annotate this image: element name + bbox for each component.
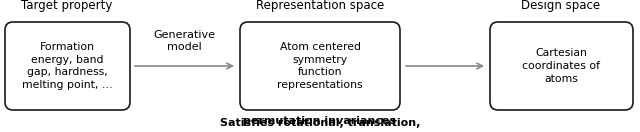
FancyBboxPatch shape	[240, 22, 400, 110]
Text: Target property: Target property	[21, 0, 113, 12]
Text: Representation space: Representation space	[256, 0, 384, 12]
Text: Satisfies rotational, translation,: Satisfies rotational, translation,	[220, 118, 420, 128]
Text: Atom centered
symmetry
function
representations: Atom centered symmetry function represen…	[277, 42, 363, 90]
Text: Generative
model: Generative model	[153, 30, 215, 52]
Text: Formation
energy, band
gap, hardness,
melting point, …: Formation energy, band gap, hardness, me…	[22, 42, 113, 90]
FancyBboxPatch shape	[490, 22, 633, 110]
Text: Cartesian
coordinates of
atoms: Cartesian coordinates of atoms	[522, 48, 600, 84]
FancyBboxPatch shape	[5, 22, 130, 110]
Text: permutation invariances: permutation invariances	[243, 116, 397, 126]
Text: Design space: Design space	[522, 0, 600, 12]
